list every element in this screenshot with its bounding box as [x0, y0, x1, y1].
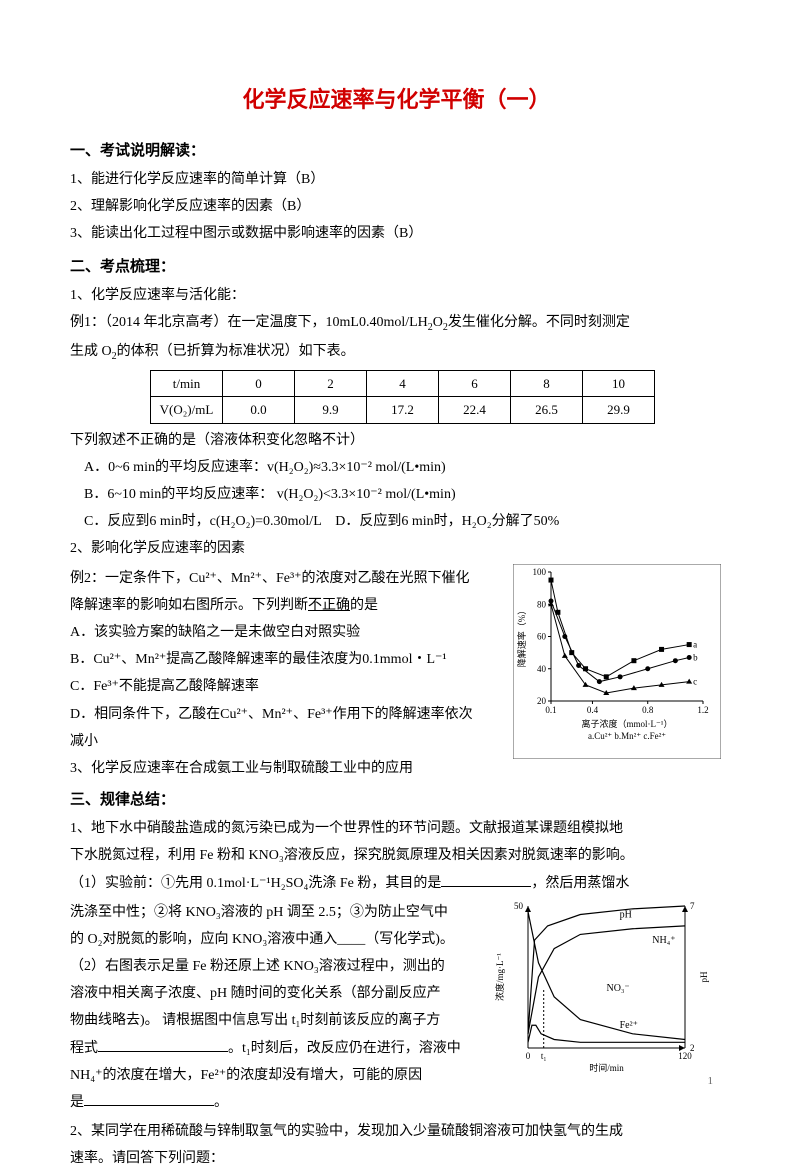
table-question: 下列叙述不正确的是（溶液体积变化忽略不计）	[70, 428, 723, 453]
svg-text:NH₄⁺: NH₄⁺	[652, 935, 675, 946]
q2g: 是	[70, 1095, 84, 1110]
svg-text:NO₃⁻: NO₃⁻	[607, 983, 630, 994]
svg-text:60: 60	[537, 631, 547, 641]
s2-p2: 2、影响化学反应速率的因素	[70, 536, 723, 561]
blank-input[interactable]	[84, 1091, 214, 1106]
ex1a: 例1：（2014 年北京高考）在一定温度下，10mL0.40mol/LH	[70, 315, 428, 330]
s2-p1: 1、化学反应速率与活化能：	[70, 283, 723, 308]
svg-text:c: c	[693, 676, 697, 686]
th: t/min	[151, 370, 223, 396]
td: 22.4	[439, 397, 511, 423]
table-row: V(O₂)/mL0.09.917.222.426.529.9	[151, 397, 655, 423]
svg-text:Fe²⁺: Fe²⁺	[620, 1020, 638, 1031]
s2-p3: 3、化学反应速率在合成氨工业与制取硫酸工业中的应用	[70, 756, 503, 781]
option-a: A．0~6 min的平均反应速率：v(H₂O₂)≈3.3×10⁻² mol/(L…	[70, 455, 723, 480]
q2-line-c: 物曲线略去)。 请根据图中信息写出 t₁时刻前该反应的离子方	[70, 1008, 483, 1033]
svg-text:50: 50	[514, 901, 524, 911]
svg-text:100: 100	[533, 567, 547, 577]
svg-text:离子浓度（mmol·L⁻¹）: 离子浓度（mmol·L⁻¹）	[582, 718, 673, 729]
svg-text:40: 40	[537, 663, 547, 673]
q1d: ，然后用蒸馏水	[531, 876, 629, 891]
svg-text:pH: pH	[699, 971, 709, 983]
q2e: 。t₁时刻后，改反应仍在进行，溶液中	[228, 1041, 461, 1056]
svg-text:120: 120	[678, 1051, 692, 1061]
page-number: 1	[708, 1072, 714, 1092]
td: 2	[295, 370, 367, 396]
svg-text:80: 80	[537, 599, 547, 609]
td: 8	[511, 370, 583, 396]
svg-text:b: b	[693, 652, 698, 662]
ex2c: 的是	[350, 598, 378, 613]
q3-line-b: 速率。请回答下列问题：	[70, 1146, 723, 1171]
ex2u: 不正确	[308, 598, 350, 613]
example2-line2: 降解速率的影响如右图所示。下列判断不正确的是	[70, 593, 503, 618]
ex1d: 的体积（已折算为标准状况）如下表。	[117, 344, 355, 359]
q2-line-b: 溶液中相关离子浓度、pH 随时间的变化关系（部分副反应产	[70, 981, 483, 1006]
ex2-option-d: D．相同条件下，乙酸在Cu²⁺、Mn²⁺、Fe³⁺作用下的降解速率依次	[70, 702, 503, 727]
chart-figure-1: 204060801000.10.40.81.2abc降解速率（%）离子浓度（mm…	[513, 564, 721, 759]
svg-text:0: 0	[526, 1051, 531, 1061]
q1-line-e: 洗涤至中性；②将 KNO₃溶液的 pH 调至 2.5；③为防止空气中	[70, 900, 483, 925]
ex2a: 例2：一定条件下，Cu²⁺、Mn²⁺、Fe³⁺的浓度对乙酸在光照下催化	[70, 571, 470, 586]
td: 26.5	[511, 397, 583, 423]
option-b: B．6~10 min的平均反应速率： v(H₂O₂)<3.3×10⁻² mol/…	[70, 482, 723, 507]
q1-line-a: 1、地下水中硝酸盐造成的氮污染已成为一个世界性的环节问题。文献报道某课题组模拟地	[70, 816, 723, 841]
q1-line-f: 的 O₂对脱氮的影响，应向 KNO₃溶液中通入____（写化学式)。	[70, 927, 483, 952]
q1-line-c: （1）实验前：①先用 0.1mol·L⁻¹H₂SO₄洗涤 Fe 粉，其目的是 ，然…	[70, 871, 723, 896]
svg-text:a.Cu²⁺ b.Mn²⁺ c.Fe²⁺: a.Cu²⁺ b.Mn²⁺ c.Fe²⁺	[588, 731, 666, 741]
ex1b: 发生催化分解。不同时刻测定	[448, 315, 630, 330]
blank-input[interactable]	[441, 872, 531, 887]
ex2b: 降解速率的影响如右图所示。下列判断	[70, 598, 308, 613]
section3-heading: 三、规律总结：	[70, 787, 723, 814]
td: 0.0	[223, 397, 295, 423]
q3-line-a: 2、某同学在用稀硫酸与锌制取氢气的实验中，发现加入少量硫酸铜溶液可加快氢气的生成	[70, 1119, 723, 1144]
q2-line-f: NH₄⁺的浓度在增大，Fe²⁺的浓度却没有增大，可能的原因	[70, 1063, 483, 1088]
chart-figure-2: 50720t₁120pHNH₄⁺NO₃⁻Fe²⁺浓度/mg·L⁻¹pH时间/mi…	[493, 898, 721, 1083]
table-row: t/min0246810	[151, 370, 655, 396]
data-table: t/min0246810 V(O₂)/mL0.09.917.222.426.52…	[150, 370, 655, 424]
svg-text:pH: pH	[620, 909, 632, 920]
td: 10	[583, 370, 655, 396]
svg-text:t₁: t₁	[541, 1051, 547, 1061]
example2-line1: 例2：一定条件下，Cu²⁺、Mn²⁺、Fe³⁺的浓度对乙酸在光照下催化	[70, 566, 503, 591]
ex2-option-a: A．该实验方案的缺陷之一是未做空白对照实验	[70, 620, 503, 645]
td: 29.9	[583, 397, 655, 423]
svg-text:时间/min: 时间/min	[589, 1062, 624, 1073]
svg-text:a: a	[693, 639, 697, 649]
q1c: （1）实验前：①先用 0.1mol·L⁻¹H₂SO₄洗涤 Fe 粉，其目的是	[70, 876, 441, 891]
s1-line3: 3、能读出化工过程中图示或数据中影响速率的因素（B）	[70, 221, 723, 246]
td: 17.2	[367, 397, 439, 423]
q2-line-a: （2）右图表示足量 Fe 粉还原上述 KNO₃溶液过程中，测出的	[70, 954, 483, 979]
ex2-option-c: C．Fe³⁺不能提高乙酸降解速率	[70, 674, 503, 699]
s1-line1: 1、能进行化学反应速率的简单计算（B）	[70, 167, 723, 192]
ex1c: 生成 O	[70, 344, 112, 359]
svg-text:0.4: 0.4	[587, 705, 599, 715]
q2-line-d: 程式 。t₁时刻后，改反应仍在进行，溶液中	[70, 1036, 483, 1061]
td: 6	[439, 370, 511, 396]
ex2-option-d2: 减小	[70, 729, 503, 754]
td: 4	[367, 370, 439, 396]
ex2-option-b: B．Cu²⁺、Mn²⁺提高乙酸降解速率的最佳浓度为0.1mmol・L⁻¹	[70, 647, 503, 672]
q2d: 程式	[70, 1041, 98, 1056]
page-title: 化学反应速率与化学平衡（一）	[70, 80, 723, 120]
q1-line-b: 下水脱氮过程，利用 Fe 粉和 KNO₃溶液反应，探究脱氮原理及相关因素对脱氮速…	[70, 843, 723, 868]
td: 9.9	[295, 397, 367, 423]
svg-text:浓度/mg·L⁻¹: 浓度/mg·L⁻¹	[494, 952, 505, 1000]
example1-line1: 例1：（2014 年北京高考）在一定温度下，10mL0.40mol/LH2O2发…	[70, 310, 723, 337]
option-cd: C．反应到6 min时，c(H₂O₂)=0.30mol/L D．反应到6 min…	[70, 509, 723, 534]
th: V(O₂)/mL	[151, 397, 223, 423]
example1-line2: 生成 O2的体积（已折算为标准状况）如下表。	[70, 339, 723, 366]
svg-text:7: 7	[690, 901, 695, 911]
section1-heading: 一、考试说明解读：	[70, 138, 723, 165]
svg-text:0.8: 0.8	[642, 705, 654, 715]
td: 0	[223, 370, 295, 396]
q2-line-g: 是。	[70, 1090, 483, 1115]
blank-input[interactable]	[98, 1037, 228, 1052]
svg-text:1.2: 1.2	[697, 705, 708, 715]
svg-text:降解速率（%）: 降解速率（%）	[516, 605, 527, 667]
section2-heading: 二、考点梳理：	[70, 254, 723, 281]
s1-line2: 2、理解影响化学反应速率的因素（B）	[70, 194, 723, 219]
svg-text:0.1: 0.1	[545, 705, 556, 715]
